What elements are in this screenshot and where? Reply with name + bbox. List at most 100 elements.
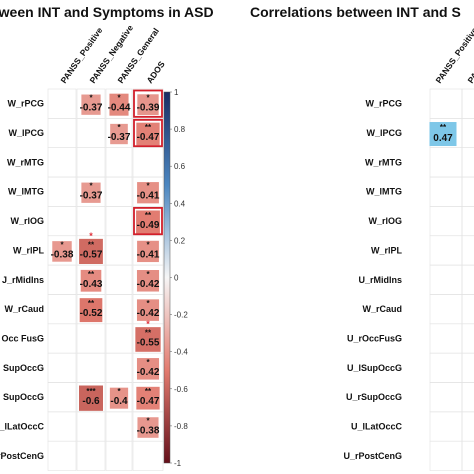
grid-cell xyxy=(105,294,133,325)
column-label: PANS xyxy=(465,60,474,85)
significance-stars: * xyxy=(60,240,64,249)
grid-cell xyxy=(76,440,106,471)
grid-cell xyxy=(429,440,463,471)
grid-cell xyxy=(76,352,106,383)
heatmap-cell xyxy=(136,358,160,380)
grid-cell xyxy=(461,118,474,148)
row-label: U_lLatOccC xyxy=(351,422,403,432)
grid-cell xyxy=(429,294,463,325)
significance-stars: * xyxy=(89,94,93,103)
row-label: U_lSupOccG xyxy=(347,363,402,373)
cell-value: -0.52 xyxy=(80,308,103,319)
colorbar-tick-label: -0.8 xyxy=(174,422,188,431)
grid-cell xyxy=(461,411,474,442)
significance-stars: *** xyxy=(86,387,96,396)
row-label: J_rMidIns xyxy=(2,275,44,285)
grid-cell xyxy=(47,147,77,178)
heatmap-cell xyxy=(137,240,159,263)
significance-stars: ** xyxy=(145,328,152,337)
row-label: W_rMTG xyxy=(365,157,402,167)
heatmap-cell xyxy=(52,241,72,262)
grid-cell xyxy=(47,323,77,354)
heatmap-cell xyxy=(136,210,160,234)
cell-value: -0.42 xyxy=(137,279,160,290)
heatmap-cell xyxy=(136,122,160,146)
colorbar-tick-label: 0 xyxy=(174,274,179,283)
heatmap-cell xyxy=(79,238,103,264)
cell-value: -0.38 xyxy=(51,249,74,260)
right-chart-title: Correlations between INT and S xyxy=(250,4,461,20)
grid-cell xyxy=(429,176,463,207)
cell-value: -0.37 xyxy=(80,103,103,114)
row-label: SupOccG xyxy=(3,392,44,402)
grid-cell xyxy=(461,206,474,237)
grid-cell xyxy=(461,176,474,207)
highlight-box xyxy=(133,89,163,118)
grid-cell xyxy=(461,147,474,178)
grid-cell xyxy=(461,264,474,295)
row-label: W_lMTG xyxy=(8,187,44,197)
grid-cell xyxy=(76,118,106,148)
row-label: W_rMTG xyxy=(7,157,44,167)
cell-value: -0.44 xyxy=(108,103,131,114)
heatmap-cell xyxy=(109,387,129,409)
grid-cell xyxy=(429,206,463,237)
heatmap-cell xyxy=(110,123,128,145)
colorbar-tick-label: 0.8 xyxy=(174,125,186,134)
significance-stars: ** xyxy=(88,270,95,279)
colorbar-gradient xyxy=(163,91,171,464)
heatmap-cell xyxy=(429,122,457,147)
grid-cell xyxy=(461,235,474,266)
row-label: _rPostCenG xyxy=(0,451,44,461)
row-label: W_lMTG xyxy=(366,187,402,197)
grid-cell xyxy=(105,147,133,178)
heatmap-cell xyxy=(136,299,160,321)
row-label: W_rCaud xyxy=(4,304,44,314)
grid-cell xyxy=(429,411,463,442)
grid-cell xyxy=(47,206,77,237)
grid-cell xyxy=(105,176,133,207)
row-label: W_rlPL xyxy=(371,245,403,255)
heatmap-cell xyxy=(80,269,102,292)
grid-cell xyxy=(429,147,463,178)
cell-value: -0.55 xyxy=(137,337,160,348)
grid-cell xyxy=(47,382,77,413)
significance-stars: * xyxy=(146,358,150,367)
row-label: W_rPCG xyxy=(7,99,44,109)
row-label: Occ FusG xyxy=(1,333,44,343)
grid-cell xyxy=(47,118,77,148)
colorbar-tick-label: -0.2 xyxy=(174,311,188,320)
row-label: SupOccG xyxy=(3,363,44,373)
grid-cell xyxy=(76,323,106,354)
row-label: W_rCaud xyxy=(362,304,402,314)
grid-cell xyxy=(132,147,164,178)
cell-value: -0.6 xyxy=(82,396,100,407)
heatmap-cell xyxy=(137,417,159,438)
cell-value: -0.39 xyxy=(137,103,160,114)
grid-cell xyxy=(461,323,474,354)
grid-cell xyxy=(47,352,77,383)
significance-stars: * xyxy=(89,182,93,191)
cell-value: -0.57 xyxy=(80,249,103,260)
colorbar-tick-label: -0.6 xyxy=(174,385,188,394)
grid-cell xyxy=(105,440,133,471)
column-label: ADOS xyxy=(144,59,166,85)
grid-cell xyxy=(429,323,463,354)
colorbar-tick-label: -1 xyxy=(174,459,182,468)
row-label: W_lPCG xyxy=(8,128,44,138)
cell-value: -0.43 xyxy=(80,279,103,290)
highlight-box xyxy=(133,118,163,148)
grid-cell xyxy=(105,235,133,266)
grid-cell xyxy=(105,264,133,295)
grid-cell xyxy=(429,352,463,383)
grid-cell xyxy=(461,352,474,383)
grid-cell xyxy=(76,147,106,178)
highlight-box xyxy=(133,206,163,236)
heatmap-cell xyxy=(79,385,103,411)
grid-cell xyxy=(105,323,133,354)
significance-stars: * xyxy=(146,299,150,308)
significance-stars: * xyxy=(146,182,150,191)
significance-stars: * xyxy=(117,123,121,132)
grid-cell xyxy=(429,235,463,266)
